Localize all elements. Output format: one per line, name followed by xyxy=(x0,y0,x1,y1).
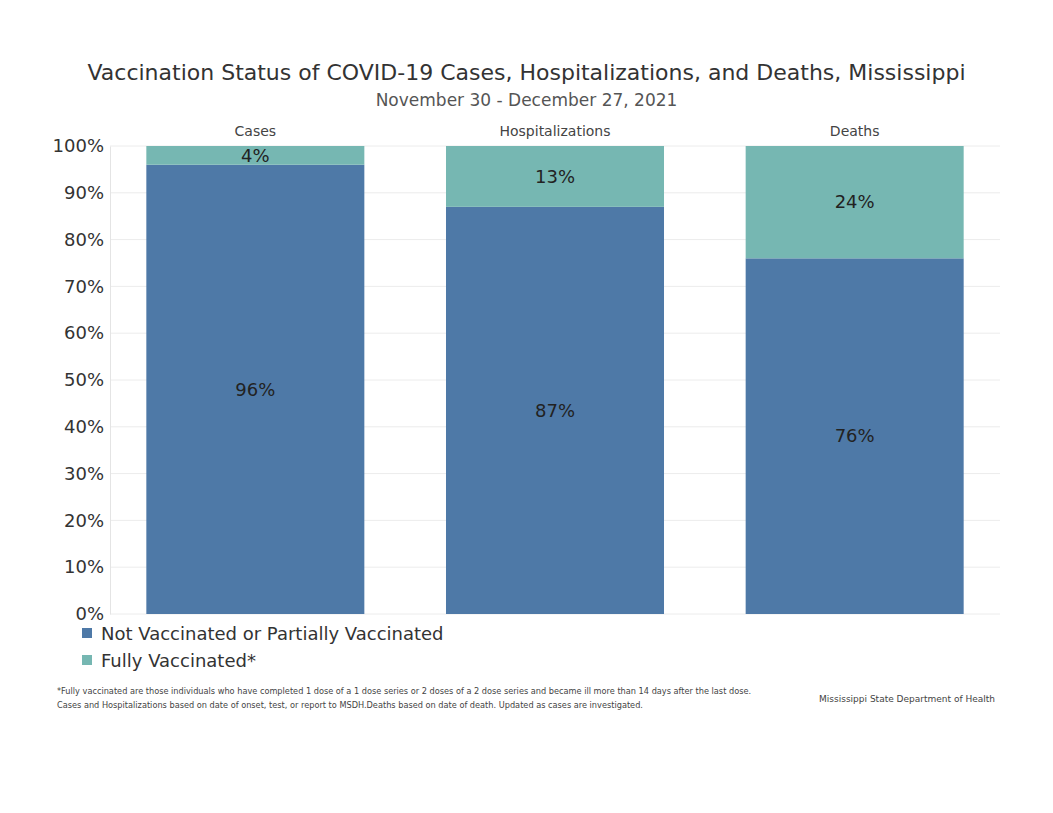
y-tick: 0% xyxy=(75,603,110,624)
y-tick-label: 40% xyxy=(64,416,104,437)
facet-label: Hospitalizations xyxy=(499,123,610,139)
y-tick-label: 20% xyxy=(64,510,104,531)
y-tick: 20% xyxy=(64,510,110,531)
data-labels: 96% 87% 76% 4% 13% 24% xyxy=(235,145,874,447)
y-tick-label: 90% xyxy=(64,182,104,203)
y-tick: 50% xyxy=(64,369,110,390)
y-tick-label: 30% xyxy=(64,463,104,484)
data-label: 13% xyxy=(535,166,575,187)
y-axis-line xyxy=(110,147,111,615)
grid xyxy=(110,146,1000,614)
title: Vaccination Status of COVID-19 Cases, Ho… xyxy=(87,60,965,85)
y-tick-label: 0% xyxy=(75,603,104,624)
x-axis: Cases Hospitalizations Deaths xyxy=(235,123,880,139)
subtitle: November 30 - December 27, 2021 xyxy=(376,90,678,110)
legend-label: Fully Vaccinated* xyxy=(101,650,256,671)
data-label: 96% xyxy=(235,379,275,400)
data-label: 24% xyxy=(835,191,875,212)
bar-segment xyxy=(146,165,364,614)
legend-item: Not Vaccinated or Partially Vaccinated xyxy=(82,623,444,644)
bar-segment xyxy=(746,258,964,614)
x-tick: Deaths xyxy=(830,123,880,139)
data-label: 87% xyxy=(535,400,575,421)
y-tick-label: 10% xyxy=(64,556,104,577)
source: Mississippi State Department of Health xyxy=(819,694,995,704)
y-tick: 70% xyxy=(64,276,110,297)
y-tick: 60% xyxy=(64,322,110,343)
legend-label: Not Vaccinated or Partially Vaccinated xyxy=(101,623,444,644)
bar-segment xyxy=(746,146,964,258)
y-tick: 30% xyxy=(64,463,110,484)
y-tick: 10% xyxy=(64,556,110,577)
bars xyxy=(146,146,963,614)
legend-swatch xyxy=(82,628,92,638)
y-tick-label: 50% xyxy=(64,369,104,390)
legend: Not Vaccinated or Partially Vaccinated Fu… xyxy=(82,623,444,671)
legend-item: Fully Vaccinated* xyxy=(82,650,256,671)
y-tick: 80% xyxy=(64,229,110,250)
facet-label: Cases xyxy=(235,123,277,139)
chart: Vaccination Status of COVID-19 Cases, Ho… xyxy=(0,0,1053,813)
y-tick-label: 60% xyxy=(64,322,104,343)
y-tick-label: 80% xyxy=(64,229,104,250)
x-tick: Hospitalizations xyxy=(499,123,610,139)
facet-label: Deaths xyxy=(830,123,880,139)
footnote: Cases and Hospitalizations based on date… xyxy=(57,700,643,710)
bar-segment xyxy=(446,207,664,614)
y-tick-label: 100% xyxy=(53,135,104,156)
x-tick: Cases xyxy=(235,123,277,139)
y-axis: 0% 10% 20% 30% 40% 50% 60% 70% 80% 90% 100% xyxy=(53,135,111,624)
y-tick: 100% xyxy=(53,135,110,156)
data-label: 4% xyxy=(241,145,270,166)
y-tick-label: 70% xyxy=(64,276,104,297)
legend-swatch xyxy=(82,655,92,665)
bar-segment xyxy=(446,146,664,207)
footnote: *Fully vaccinated are those individuals … xyxy=(57,686,751,696)
data-label: 76% xyxy=(835,425,875,446)
y-tick: 90% xyxy=(64,182,110,203)
y-tick: 40% xyxy=(64,416,110,437)
